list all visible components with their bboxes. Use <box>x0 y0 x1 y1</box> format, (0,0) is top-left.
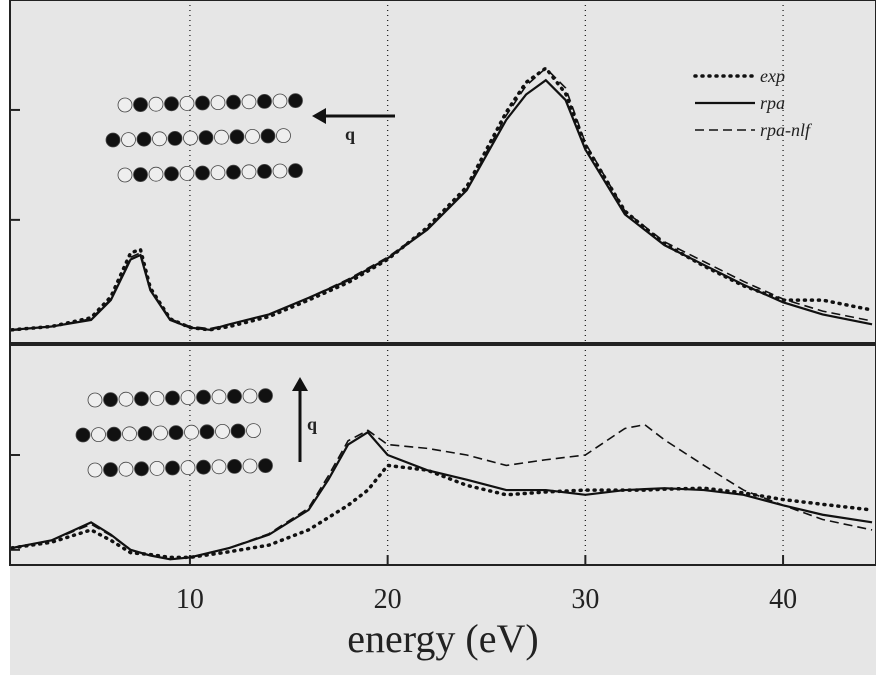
atom <box>195 95 210 111</box>
atom <box>272 93 288 109</box>
atom <box>241 164 257 180</box>
atom <box>149 460 165 476</box>
atom <box>246 423 261 439</box>
atom <box>134 391 149 407</box>
atom <box>168 425 184 441</box>
atom <box>167 130 183 146</box>
legend-label: exp <box>760 66 785 86</box>
atom <box>272 163 288 179</box>
annotation: q <box>345 124 355 144</box>
atom <box>288 163 303 179</box>
atom <box>210 165 226 181</box>
atom <box>103 462 118 478</box>
atom <box>105 132 121 148</box>
atom <box>241 94 257 110</box>
legend-label: rpa <box>760 93 785 113</box>
atom <box>195 165 210 181</box>
atom <box>134 461 149 477</box>
atom <box>276 128 291 144</box>
atom <box>226 164 241 180</box>
arrow-head <box>312 108 326 124</box>
atom <box>117 97 133 113</box>
x-axis-label: energy (eV) <box>347 616 538 661</box>
atom <box>199 424 215 440</box>
atom <box>164 96 179 112</box>
atom <box>257 163 272 179</box>
atom <box>121 132 136 148</box>
atom <box>75 427 91 443</box>
atom <box>87 462 103 478</box>
atom <box>257 94 272 109</box>
atom <box>149 390 165 406</box>
atom <box>122 426 137 442</box>
series-line <box>11 78 873 331</box>
atom <box>245 128 260 144</box>
background <box>10 0 876 675</box>
legend-label: rpa-nlf <box>760 120 813 140</box>
atom <box>288 93 303 108</box>
atom <box>227 458 242 474</box>
atom <box>230 423 246 439</box>
atom <box>106 426 122 442</box>
atom <box>215 423 230 439</box>
arrow-head <box>292 377 308 391</box>
atom <box>179 96 195 111</box>
atom <box>165 460 180 476</box>
atom <box>133 97 148 112</box>
atom <box>226 94 241 110</box>
x-tick-label: 10 <box>176 584 204 615</box>
atom <box>153 425 168 441</box>
atom <box>258 388 273 404</box>
atom <box>165 390 180 406</box>
series-line <box>11 67 873 331</box>
atom <box>183 130 198 146</box>
atom <box>91 427 106 443</box>
atom <box>148 166 164 182</box>
atom <box>152 131 167 147</box>
atom <box>214 129 229 145</box>
atom <box>211 459 227 475</box>
atom <box>198 130 214 146</box>
atom <box>227 388 242 404</box>
x-tick-label: 40 <box>769 584 797 615</box>
atom <box>103 392 118 408</box>
atom <box>260 128 276 144</box>
panel-frame <box>9 344 876 566</box>
atom <box>196 389 211 405</box>
atom <box>210 95 226 110</box>
x-tick-label: 20 <box>374 584 402 615</box>
atom <box>180 390 196 406</box>
atom <box>133 167 148 183</box>
atom <box>148 96 164 112</box>
atom <box>164 166 179 182</box>
x-tick-label: 30 <box>571 584 599 615</box>
atom <box>118 391 134 407</box>
atom <box>242 388 258 404</box>
panel-frame <box>9 0 876 344</box>
atom <box>258 458 273 474</box>
atom <box>211 389 227 405</box>
atom <box>117 167 133 183</box>
atom <box>179 165 195 181</box>
atom <box>229 129 245 145</box>
atom <box>87 392 103 408</box>
atom <box>136 131 152 147</box>
atom <box>242 458 258 474</box>
series-line <box>11 423 873 561</box>
atom <box>180 460 196 476</box>
atom <box>184 424 199 440</box>
atom <box>137 425 153 441</box>
atom <box>196 459 211 475</box>
annotation: q <box>307 414 317 434</box>
atom <box>118 461 134 477</box>
